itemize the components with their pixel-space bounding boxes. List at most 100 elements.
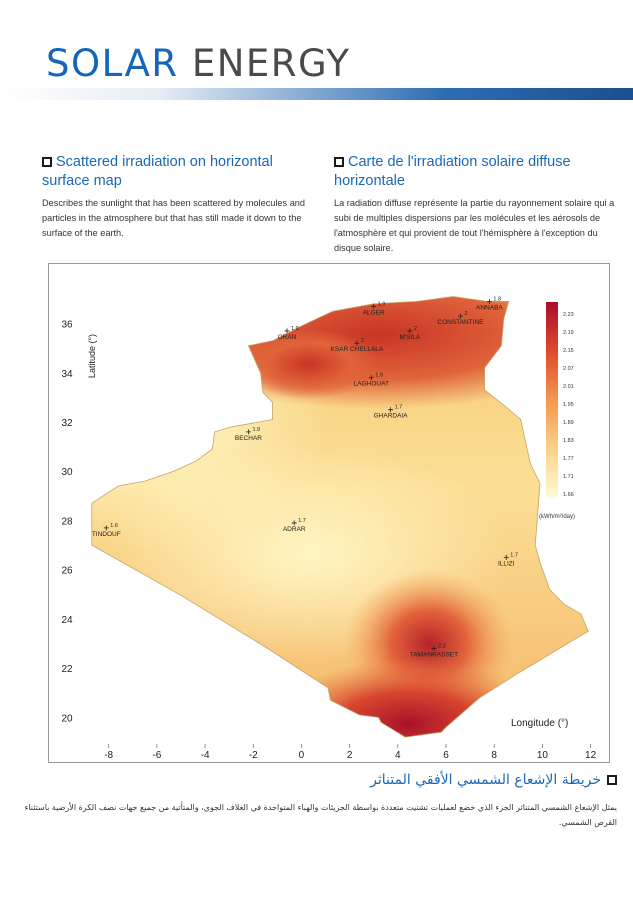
city-value: 1.7: [395, 405, 403, 411]
title-word-solar: SOLAR: [46, 42, 179, 85]
city-value: 2: [464, 311, 467, 317]
x-tick-label: -8: [104, 750, 113, 761]
city-marker-cross: [388, 407, 394, 413]
city-value: 1.9: [378, 301, 386, 307]
irradiation-color-field: [91, 296, 589, 738]
city-marker-cross: [245, 429, 251, 435]
header-rule: [0, 88, 633, 100]
irradiation-map: -8 -6 -4 -2 0 2 4 6 8 10 12 36 34 32 30 28 26 24 22 20 1.9 A…: [48, 263, 610, 763]
section-en-heading: Scattered irradiation on horizontal surf…: [42, 153, 324, 191]
city-marker: 2.3 TAMANRASSET: [410, 643, 458, 658]
city-value: 1.9: [375, 373, 383, 379]
city-name: CONSTANTINE: [437, 319, 484, 326]
colorbar-tick-label: 1.83: [563, 438, 574, 444]
y-tick-label: 36: [61, 320, 73, 331]
x-tick-label: 2: [347, 750, 353, 761]
y-tick-label: 26: [61, 566, 73, 577]
y-tick-label: 22: [61, 664, 73, 675]
city-value: 1.9: [252, 427, 260, 433]
city-name: KSAR CHELLALA: [330, 346, 383, 353]
city-marker: 2 M'SILA: [400, 326, 421, 341]
x-tick-label: 4: [395, 750, 401, 761]
city-value: 2: [414, 326, 417, 332]
colorbar-tick-label: 2.07: [563, 366, 574, 372]
colorbar-tick-label: 1.77: [563, 456, 574, 462]
colorbar-tick-label: 1.89: [563, 420, 574, 426]
x-tick-label: -6: [152, 750, 161, 761]
city-name: ALGER: [363, 309, 385, 316]
city-marker: 1.9 ORAN: [278, 326, 299, 341]
x-tick-label: 12: [585, 750, 597, 761]
city-name: ORAN: [278, 334, 297, 341]
city-value: 2: [361, 338, 364, 344]
checkbox-square-icon: [42, 157, 52, 167]
city-name: GHARDAIA: [374, 413, 409, 420]
colorbar-tick-label: 2.19: [563, 330, 574, 336]
city-marker: 2 CONSTANTINE: [437, 311, 484, 326]
city-marker-cross: [103, 525, 109, 531]
city-marker-cross: [371, 303, 377, 309]
colorbar-tick-label: 2.15: [563, 348, 574, 354]
city-marker-cross: [431, 645, 437, 651]
x-tick-label: -2: [249, 750, 258, 761]
city-marker: 1.6 TINDOUF: [92, 523, 121, 538]
section-en-heading-text: Scattered irradiation on horizontal surf…: [42, 154, 273, 189]
y-tick-label: 28: [61, 516, 73, 527]
city-name: ADRAR: [283, 526, 306, 533]
y-tick-label: 20: [61, 713, 73, 724]
page-title: SOLAR ENERGY: [46, 38, 350, 90]
colorbar-tick-label: 2.23: [563, 312, 574, 318]
city-marker: 1.8 ANNABA: [476, 296, 503, 311]
city-name: TINDOUF: [92, 531, 121, 538]
city-marker: 1.9 ALGER: [363, 301, 386, 316]
city-name: ILLIZI: [498, 560, 515, 567]
section-ar-heading: خريطة الإشعاع الشمسي الأفقي المتناثر: [370, 772, 617, 788]
y-axis-label: Latitude (°): [87, 334, 97, 378]
colorbar-unit: (kWh/m²/day): [539, 514, 575, 520]
city-markers: 1.9 ALGER 1.8 ANNABA 2 CONSTANTINE 1.9 ORAN 2 M'S…: [92, 296, 518, 658]
city-value: 1.9: [291, 326, 299, 332]
city-value: 1.8: [493, 296, 501, 302]
x-tick-label: 6: [443, 750, 449, 761]
y-tick-label: 32: [61, 418, 73, 429]
city-marker-cross: [291, 520, 297, 526]
city-name: ANNABA: [476, 304, 503, 311]
city-marker-cross: [407, 328, 413, 334]
country-outline: [91, 296, 589, 738]
section-en-body: Describes the sunlight that has been sca…: [42, 198, 306, 238]
checkbox-square-icon: [334, 157, 344, 167]
x-axis-label: Longitude (°): [511, 718, 568, 729]
city-marker: 1.9 LAGHOUAT: [354, 373, 389, 388]
city-value: 2.3: [438, 643, 446, 649]
colorbar-tick-label: 1.71: [563, 474, 574, 480]
x-tick-label: 0: [299, 750, 305, 761]
city-marker-cross: [284, 328, 290, 334]
city-value: 1.7: [510, 552, 518, 558]
city-marker-cross: [486, 298, 492, 304]
city-value: 1.7: [298, 518, 306, 524]
city-name: M'SILA: [400, 334, 421, 341]
city-marker-cross: [354, 340, 360, 346]
city-name: BECHAR: [235, 435, 262, 442]
city-marker: 2 KSAR CHELLALA: [330, 338, 383, 353]
city-marker: 1.9 BECHAR: [235, 427, 262, 442]
city-name: TAMANRASSET: [410, 651, 458, 658]
colorbar-ticks: 2.23 2.19 2.15 2.07 2.01 1.95 1.89 1.83 1.77 1.71…: [563, 312, 574, 498]
x-tick-label: 8: [491, 750, 497, 761]
section-fr-heading-text: Carte de l'irradiation solaire diffuse h…: [334, 154, 571, 189]
x-tick-label: 10: [537, 750, 549, 761]
checkbox-square-icon: [607, 775, 617, 785]
section-fr-body: La radiation diffuse représente la parti…: [334, 198, 615, 253]
city-name: LAGHOUAT: [354, 381, 389, 388]
x-tick-label: -4: [201, 750, 210, 761]
city-marker-cross: [457, 313, 463, 319]
city-marker-cross: [503, 554, 509, 560]
section-ar-heading-text: خريطة الإشعاع الشمسي الأفقي المتناثر: [370, 772, 601, 788]
colorbar-tick-label: 1.66: [563, 492, 574, 498]
city-marker: 1.7 ILLIZI: [498, 552, 518, 567]
colorbar-tick-label: 2.01: [563, 384, 574, 390]
y-tick-label: 34: [61, 369, 73, 380]
y-tick-label: 24: [61, 615, 73, 626]
